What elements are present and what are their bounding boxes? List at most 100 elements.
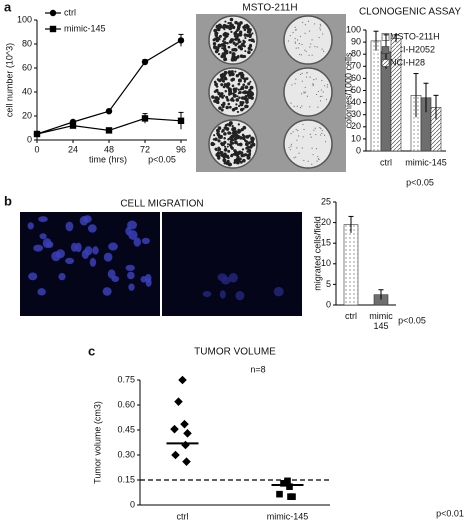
colony [320,89,322,91]
y-tick-label: 10 [321,258,331,268]
cell [140,276,147,283]
colony [303,159,305,162]
x-tick-label: mimic-145 [267,511,309,520]
colony [237,131,240,134]
colony [311,147,313,149]
colony [215,153,220,157]
colony [236,55,240,59]
colony [316,93,318,96]
colony [299,107,302,109]
colony [294,83,296,85]
colony [291,84,293,86]
colony [319,27,321,29]
colony [305,50,307,53]
colony [214,137,218,142]
colony [243,153,248,157]
cell [33,244,44,252]
point [287,493,294,500]
colony [319,29,321,31]
colony [226,35,229,38]
colony [223,140,227,144]
y-tick-label: 0.75 [117,374,135,384]
y-tick-label: 0 [27,134,32,144]
y-tick-label: 5 [326,279,331,289]
colony [312,154,314,156]
colony [309,133,311,135]
plate [283,119,333,169]
colony [222,40,225,43]
y-tick-label: 10 [351,133,361,143]
colony [302,21,304,23]
colony [224,123,228,127]
colony [317,155,319,158]
cell [273,286,284,297]
colony [232,126,237,131]
colony [302,123,304,126]
colony [300,54,303,56]
colony [211,95,215,99]
colony [243,80,246,83]
colony [223,44,227,48]
colony [318,37,320,39]
colony [300,93,303,95]
colony [321,129,323,132]
colony [224,24,229,29]
colony [233,48,238,52]
colony [235,98,240,102]
point [183,429,192,438]
colony [217,53,221,56]
panel-label: c [88,343,95,358]
colony [228,123,232,127]
colony [220,76,224,81]
colony [246,90,250,94]
cell [70,242,78,252]
colony [218,106,222,110]
annotation: p<0.05 [398,315,426,325]
colony [216,27,221,32]
colony [220,134,223,138]
colony [292,31,294,34]
colony [227,131,231,135]
colony [218,25,222,28]
annotation: p<0.05 [406,177,434,187]
colony [321,132,323,135]
colony [235,103,238,106]
cell [111,275,120,283]
colony [227,102,231,106]
colony [233,93,236,96]
colony [248,28,251,31]
colony [251,93,255,96]
colony [213,134,216,137]
cell [27,222,34,230]
cell [83,215,92,223]
colony [220,108,224,112]
colony [225,105,229,110]
point [105,127,113,134]
colony [247,29,252,34]
colony [250,136,255,141]
colony [297,39,299,41]
legend-label: NCI-H28 [390,57,425,67]
colony [241,128,244,131]
colony [238,33,242,36]
colony [234,140,238,145]
legend-marker [49,9,57,17]
colony [217,147,222,151]
y-tick-label: 90 [351,36,361,46]
y-tick-label: 0 [130,499,135,509]
colony [241,54,245,59]
colony [321,48,323,50]
y-tick-label: 0.30 [117,449,135,459]
colony [294,26,296,28]
annotation: n=8 [250,364,265,374]
y-tick-label: 40 [22,86,32,96]
colony [232,38,235,41]
colony [321,95,323,98]
colony [220,141,223,144]
colony [220,103,224,107]
cell [65,257,75,265]
colony [217,130,220,133]
point [171,450,180,460]
colony [235,74,240,78]
